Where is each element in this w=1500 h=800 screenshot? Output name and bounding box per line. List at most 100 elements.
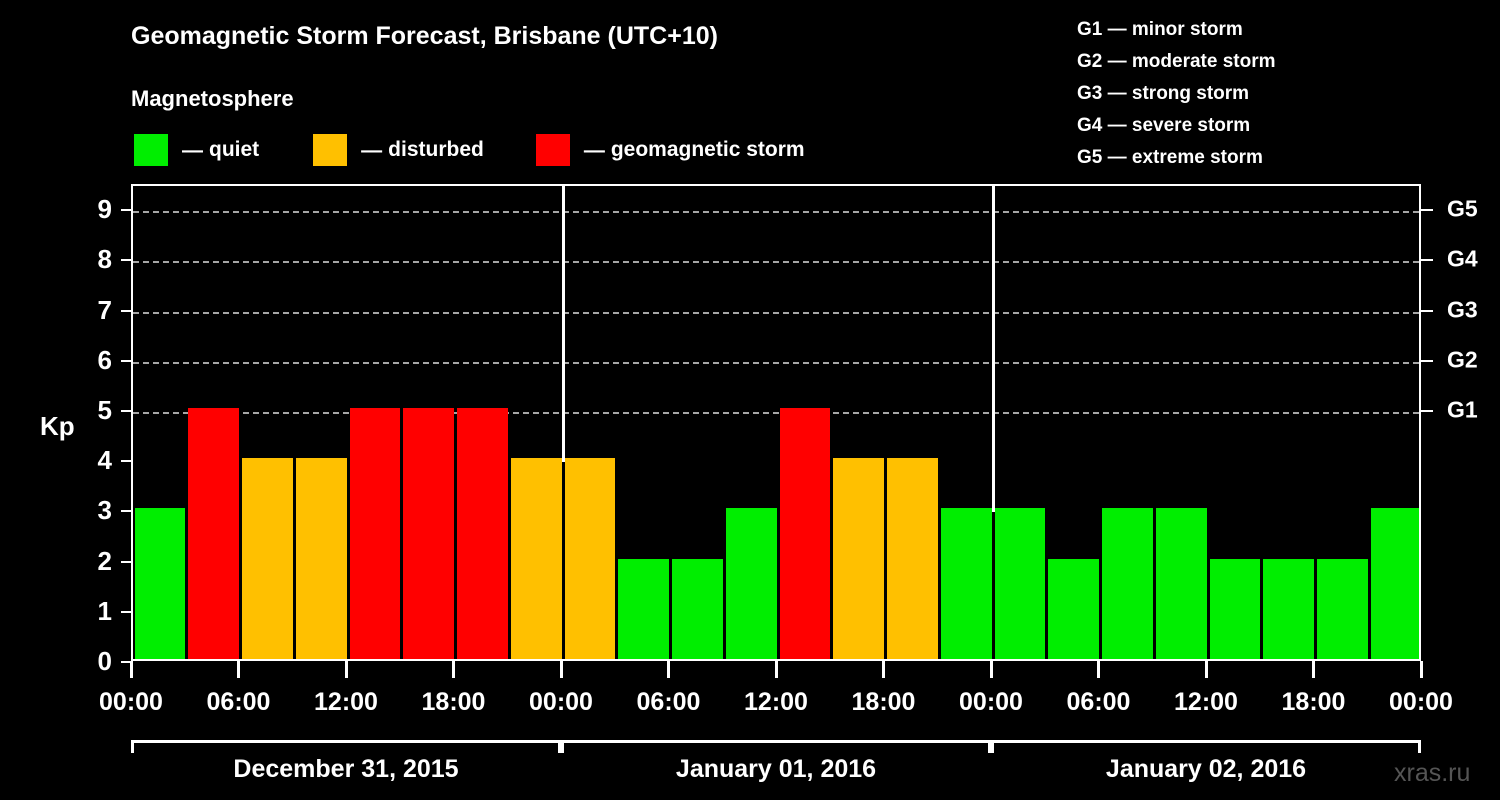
g-tick-label-g3: G3	[1447, 296, 1478, 323]
g-scale-line-g2: G2 — moderate storm	[1077, 51, 1276, 72]
bar	[725, 508, 777, 659]
watermark: xras.ru	[1394, 759, 1471, 787]
x-tick-mark-9	[1097, 661, 1100, 678]
y-tick-mark-0	[121, 661, 132, 663]
bar	[242, 458, 293, 659]
x-tick-label-1: 06:00	[206, 688, 271, 716]
day-divider-1	[561, 186, 565, 463]
y-axis-title: Kp	[40, 411, 75, 441]
legend-item-storm: — geomagnetic storm	[535, 133, 805, 167]
legend-item-disturbed: — disturbed	[313, 133, 484, 167]
y-tick-label-4: 4	[97, 445, 112, 476]
bar	[188, 407, 239, 659]
y-axis-labels: 0 1 2 3 4 5 6 7 8 9	[84, 184, 112, 674]
y-tick-label-3: 3	[97, 495, 112, 526]
x-tick-mark-3	[452, 661, 455, 678]
g-tick-label-g2: G2	[1447, 346, 1478, 373]
y-tick-mark-2	[121, 560, 132, 563]
g-scale-line-g4: G4 — severe storm	[1077, 115, 1251, 136]
g-tick-mark-g4	[1421, 259, 1433, 262]
y-tick-mark-3	[121, 510, 132, 513]
y-tick-label-0: 0	[97, 646, 112, 676]
bar	[672, 558, 723, 659]
x-tick-label-2: 12:00	[314, 688, 378, 716]
bar	[887, 458, 938, 659]
y-tick-mark-9	[121, 209, 132, 212]
legend-dash: —	[361, 138, 383, 162]
g-tick-label-g1: G1	[1447, 396, 1478, 423]
x-tick-mark-8	[989, 661, 993, 678]
y-tick-mark-1	[121, 610, 132, 613]
bar	[403, 407, 454, 659]
x-tick-label-7: 18:00	[851, 688, 916, 716]
x-tick-mark-5	[667, 661, 670, 678]
bar	[1317, 558, 1368, 659]
bar	[457, 407, 508, 659]
g-tick-mark-g1	[1421, 409, 1433, 412]
bar	[295, 458, 347, 659]
bar	[349, 407, 401, 659]
y-tick-label-7: 7	[97, 294, 112, 325]
legend-dash: —	[182, 138, 203, 162]
g-axis-labels: G1 G2 G3 G4 G5	[1447, 184, 1497, 661]
x-tick-mark-12	[1419, 661, 1423, 678]
bar	[564, 458, 616, 659]
day-bracket-3	[991, 740, 1421, 753]
gridline-kp-5	[133, 411, 1419, 414]
bars-layer	[133, 186, 1419, 659]
g-tick-mark-g3	[1421, 309, 1433, 312]
x-tick-label-4: 00:00	[529, 688, 593, 716]
legend-dash: —	[583, 138, 605, 162]
y-tick-label-5: 5	[97, 394, 112, 425]
bar	[940, 508, 992, 659]
x-tick-mark-0	[129, 661, 133, 678]
y-tick-label-8: 8	[97, 244, 112, 275]
day-label-1: December 31, 2015	[233, 755, 459, 783]
y-tick-label-2: 2	[97, 545, 112, 576]
x-tick-mark-6	[774, 661, 778, 678]
g-scale-line-g1: G1 — minor storm	[1077, 19, 1243, 40]
x-tick-mark-1	[237, 661, 240, 678]
x-tick-label-3: 18:00	[421, 688, 486, 716]
legend-swatch-disturbed-icon	[313, 134, 348, 166]
y-tick-mark-4	[121, 460, 132, 463]
bar	[779, 407, 831, 659]
bar	[1209, 558, 1261, 659]
bar	[1048, 558, 1099, 659]
bar	[1102, 508, 1153, 659]
g-scale-line-g3: G3 — strong storm	[1077, 83, 1250, 104]
y-tick-mark-5	[121, 409, 132, 412]
y-tick-mark-7	[121, 309, 132, 312]
day-label-3: January 02, 2016	[1105, 755, 1307, 783]
x-tick-label-12: 00:00	[1389, 688, 1453, 716]
g-tick-mark-g5	[1421, 209, 1433, 212]
x-tick-label-9: 06:00	[1066, 688, 1131, 716]
bar	[510, 458, 562, 659]
x-tick-mark-11	[1312, 661, 1315, 678]
day-label-2: January 01, 2016	[675, 755, 877, 783]
g-tick-label-g4: G4	[1447, 245, 1478, 272]
gridline-kp-7	[133, 311, 1419, 314]
plot-inner	[133, 186, 1419, 659]
bar	[833, 458, 884, 659]
legend-swatch-storm-icon	[535, 134, 570, 166]
bar	[1370, 508, 1419, 659]
bar	[1155, 508, 1207, 659]
x-tick-label-5: 06:00	[636, 688, 701, 716]
plot-area	[131, 184, 1421, 661]
day-bracket-2	[561, 740, 991, 753]
gridline-kp-6	[133, 361, 1419, 364]
x-tick-mark-7	[882, 661, 885, 678]
x-tick-mark-2	[344, 661, 348, 678]
legend-label-storm: geomagnetic storm	[610, 138, 805, 161]
day-divider-2	[991, 186, 995, 513]
x-tick-label-10: 12:00	[1174, 688, 1238, 716]
g-tick-mark-g2	[1421, 359, 1433, 362]
page-title: Geomagnetic Storm Forecast, Brisbane (UT…	[131, 22, 718, 50]
legend-swatch-quiet-icon	[134, 134, 168, 166]
g-scale-line-g5: G5 — extreme storm	[1077, 147, 1263, 168]
legend-heading: Magnetosphere	[131, 86, 294, 111]
y-tick-label-1: 1	[97, 595, 112, 626]
x-tick-mark-10	[1204, 661, 1208, 678]
